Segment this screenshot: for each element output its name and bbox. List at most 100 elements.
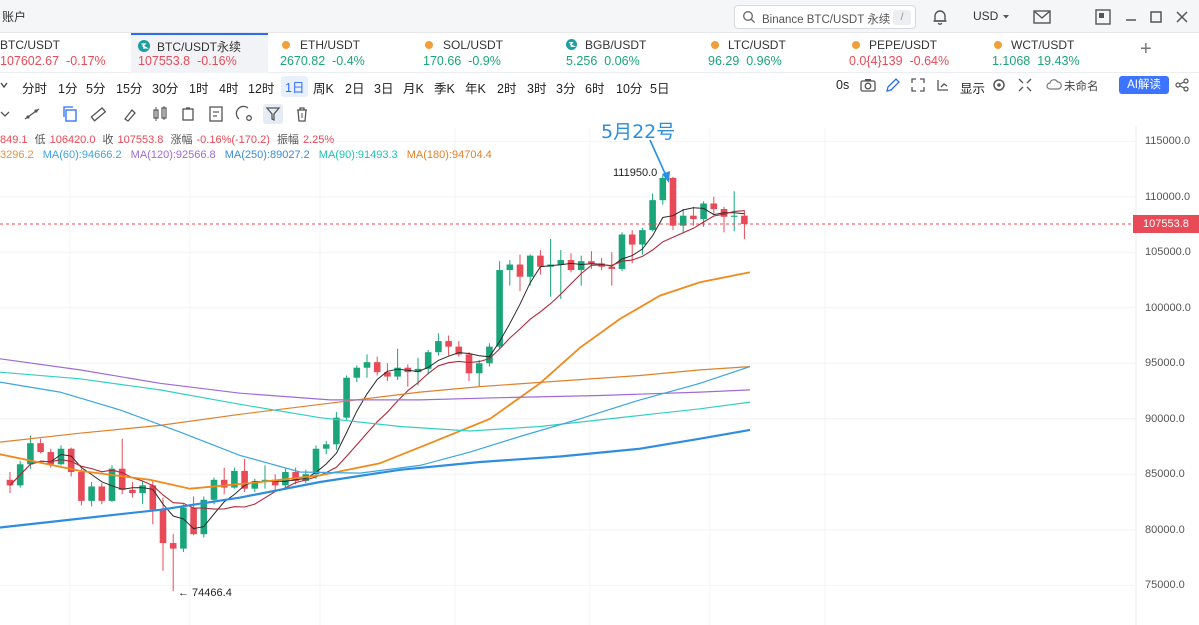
expand-icon[interactable] xyxy=(908,75,928,95)
minimize-icon[interactable] xyxy=(1121,7,1141,27)
annotation-arrow-head xyxy=(662,171,670,183)
candle-body xyxy=(98,486,106,501)
interval-19[interactable]: 10分 xyxy=(616,82,643,96)
ticker-tab-btc-spot[interactable]: BTC/USDT 107602.67 -0.17% xyxy=(0,33,130,73)
ticker-tab-sol[interactable]: SOL/USDT 170.66 -0.9% xyxy=(420,33,555,73)
fullscreen-icon[interactable] xyxy=(1015,75,1035,95)
ohlc-amp: 2.25% xyxy=(302,134,335,146)
filter-icon[interactable] xyxy=(263,104,283,124)
ai-interpret-button[interactable]: AI解读 xyxy=(1119,76,1169,94)
bitget-logo-icon xyxy=(566,39,577,50)
text-tool-icon[interactable] xyxy=(178,104,198,124)
interval-18[interactable]: 6时 xyxy=(585,82,605,96)
interval-0[interactable]: 分时 xyxy=(22,82,48,96)
ticker-tab-eth[interactable]: ETH/USDT 2670.82 -0.4% xyxy=(277,33,417,73)
candle-body xyxy=(37,443,44,453)
candle-tool-icon[interactable] xyxy=(150,104,170,124)
gear-icon[interactable] xyxy=(989,75,1009,95)
candle-body xyxy=(251,480,259,489)
layout-icon[interactable] xyxy=(1093,7,1113,27)
indicator-icon[interactable] xyxy=(933,75,953,95)
currency-select[interactable]: USD xyxy=(973,9,1010,23)
interval-17[interactable]: 3分 xyxy=(556,82,576,96)
ticker-symbol: LTC/USDT xyxy=(728,38,786,52)
maximize-icon[interactable] xyxy=(1146,7,1166,27)
trend-line-icon[interactable] xyxy=(22,104,42,124)
add-tab-plus-icon[interactable]: + xyxy=(1140,38,1152,60)
countdown-label: 0s xyxy=(836,78,850,92)
candle-body xyxy=(496,270,503,347)
y-tick-label: 115000.0 xyxy=(1145,135,1191,148)
ma-180-line xyxy=(0,366,751,443)
candle-body xyxy=(455,346,463,355)
brush-icon[interactable] xyxy=(120,104,140,124)
interval-10[interactable]: 2日 xyxy=(345,82,365,96)
chevron-down-icon[interactable] xyxy=(0,80,8,90)
interval-9[interactable]: 周K xyxy=(313,82,334,96)
candle-body xyxy=(57,448,65,465)
interval-1[interactable]: 1分 xyxy=(58,82,78,96)
interval-7[interactable]: 12时 xyxy=(248,82,275,96)
interval-5[interactable]: 1时 xyxy=(189,82,209,96)
candle-body xyxy=(231,470,238,488)
ma-legend: 3296.2 MA(60):94666.2 MA(120):92566.8 MA… xyxy=(0,149,498,161)
ruler-icon[interactable] xyxy=(88,104,108,124)
display-button[interactable]: 显示 xyxy=(960,82,986,96)
ticker-symbol: BTC/USDT xyxy=(0,38,60,52)
interval-16[interactable]: 3时 xyxy=(527,82,547,96)
ticker-symbol: PEPE/USDT xyxy=(869,38,938,52)
ohlc-close: 107553.8 xyxy=(117,134,164,146)
candle-body xyxy=(118,468,126,490)
layout-name-select[interactable]: 未命名 xyxy=(1064,81,1099,93)
candle-body xyxy=(526,255,534,277)
ma-250-line xyxy=(0,428,751,529)
y-tick-label: 85000.0 xyxy=(1145,468,1185,481)
candle-body xyxy=(322,444,330,449)
interval-2[interactable]: 5分 xyxy=(86,82,106,96)
ticker-tab-bgb[interactable]: BGB/USDT 5.256 0.06% xyxy=(563,33,698,73)
interval-15[interactable]: 2时 xyxy=(497,82,517,96)
search-box[interactable]: Binance BTC/USDT 永续 / xyxy=(734,5,916,29)
candle-body xyxy=(414,368,422,373)
high-marker-label: 111950.0 xyxy=(613,167,658,179)
interval-4[interactable]: 30分 xyxy=(152,82,179,96)
ohlc-high: 849.1 xyxy=(0,134,28,146)
copy-icon[interactable] xyxy=(60,104,80,124)
ticker-value: 0.0{4}139 -0.64% xyxy=(849,54,950,68)
close-icon[interactable] xyxy=(1172,7,1192,27)
camera-icon[interactable] xyxy=(858,75,878,95)
mail-icon[interactable] xyxy=(1032,7,1052,27)
candle-body xyxy=(516,264,524,277)
interval-20[interactable]: 5日 xyxy=(650,82,670,96)
bell-icon[interactable] xyxy=(930,7,950,27)
share-icon[interactable] xyxy=(1174,77,1190,93)
interval-12[interactable]: 月K xyxy=(403,82,424,96)
ticker-dot-icon xyxy=(425,41,433,49)
candlestick-chart[interactable] xyxy=(0,126,1199,625)
note-icon[interactable] xyxy=(206,104,226,124)
interval-13[interactable]: 季K xyxy=(434,82,455,96)
interval-11[interactable]: 3日 xyxy=(374,82,394,96)
candle-body xyxy=(129,489,136,494)
interval-6[interactable]: 4时 xyxy=(219,82,239,96)
interval-14[interactable]: 年K xyxy=(465,82,486,96)
chevron-down-icon[interactable] xyxy=(0,104,16,124)
ticker-tab-wct[interactable]: WCT/USDT 1.1068 19.43% xyxy=(990,33,1125,73)
candle-body xyxy=(700,203,707,220)
ticker-tab-ltc[interactable]: LTC/USDT 96.29 0.96% xyxy=(706,33,841,73)
ma-legend-item: MA(120):92566.8 xyxy=(130,149,216,161)
magnet-icon[interactable] xyxy=(234,104,254,124)
ticker-dot-icon xyxy=(711,41,719,49)
interval-8[interactable]: 1日 xyxy=(281,76,309,97)
ticker-value: 107602.67 -0.17% xyxy=(0,54,106,68)
draw-pen-icon[interactable] xyxy=(883,75,903,95)
chevron-down-icon xyxy=(1002,14,1009,19)
account-label[interactable]: 账户 xyxy=(2,10,27,24)
interval-3[interactable]: 15分 xyxy=(116,82,143,96)
candle-body xyxy=(190,507,197,535)
cloud-icon xyxy=(1046,79,1062,90)
ticker-tab-btc-perp[interactable]: BTC/USDT永续 107553.8 -0.16% xyxy=(131,33,268,73)
candle-body xyxy=(506,264,514,271)
trash-icon[interactable] xyxy=(292,104,312,124)
ticker-tab-pepe[interactable]: PEPE/USDT 0.0{4}139 -0.64% xyxy=(847,33,982,73)
